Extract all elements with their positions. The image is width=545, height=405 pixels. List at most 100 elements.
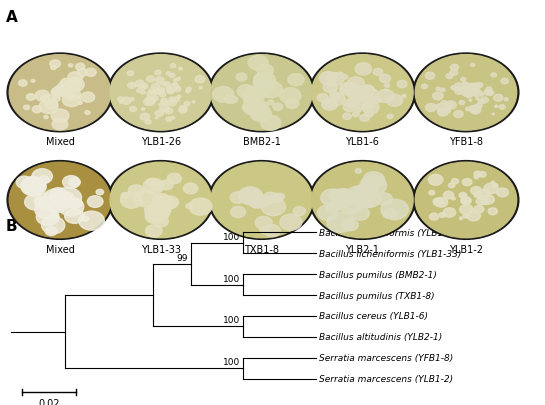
Circle shape xyxy=(440,89,445,92)
Circle shape xyxy=(148,97,155,102)
Circle shape xyxy=(437,200,443,205)
Circle shape xyxy=(465,108,471,111)
Circle shape xyxy=(9,55,111,131)
Circle shape xyxy=(23,106,29,111)
Circle shape xyxy=(261,89,269,95)
Circle shape xyxy=(41,217,65,234)
Circle shape xyxy=(256,76,265,83)
Circle shape xyxy=(237,85,255,98)
Circle shape xyxy=(167,89,174,94)
Circle shape xyxy=(329,81,335,85)
Circle shape xyxy=(69,178,80,187)
Circle shape xyxy=(63,94,81,107)
Circle shape xyxy=(135,81,144,87)
Circle shape xyxy=(155,118,158,119)
Circle shape xyxy=(160,93,166,98)
Circle shape xyxy=(310,161,415,240)
Circle shape xyxy=(346,87,363,99)
Circle shape xyxy=(476,98,479,100)
Circle shape xyxy=(51,66,56,70)
Circle shape xyxy=(108,161,214,240)
Circle shape xyxy=(146,98,150,101)
Circle shape xyxy=(358,190,381,208)
Circle shape xyxy=(44,96,56,105)
Circle shape xyxy=(452,179,458,184)
Circle shape xyxy=(179,68,183,71)
Circle shape xyxy=(260,82,282,98)
Text: Bacillus altitudinis (YLB2-1): Bacillus altitudinis (YLB2-1) xyxy=(319,333,442,341)
Text: 100: 100 xyxy=(222,315,240,324)
Circle shape xyxy=(270,194,283,203)
Circle shape xyxy=(450,70,458,76)
Circle shape xyxy=(253,79,267,89)
Circle shape xyxy=(52,96,60,102)
Circle shape xyxy=(161,82,166,86)
Circle shape xyxy=(479,172,486,177)
Circle shape xyxy=(140,84,148,90)
Circle shape xyxy=(230,192,246,204)
Text: 0.02: 0.02 xyxy=(38,398,60,405)
Circle shape xyxy=(317,94,328,102)
Circle shape xyxy=(467,211,481,221)
Circle shape xyxy=(21,177,45,195)
Circle shape xyxy=(165,109,173,115)
Circle shape xyxy=(41,96,49,102)
Circle shape xyxy=(253,88,268,99)
Circle shape xyxy=(360,86,375,96)
Circle shape xyxy=(495,106,498,108)
Circle shape xyxy=(321,190,344,207)
Circle shape xyxy=(331,93,340,100)
Circle shape xyxy=(435,200,439,204)
Circle shape xyxy=(474,176,479,179)
Circle shape xyxy=(438,110,446,115)
Circle shape xyxy=(144,205,160,216)
Circle shape xyxy=(60,79,71,87)
Circle shape xyxy=(376,193,392,206)
Circle shape xyxy=(480,98,488,104)
Circle shape xyxy=(454,111,463,118)
Circle shape xyxy=(250,107,271,122)
Circle shape xyxy=(257,65,274,77)
Circle shape xyxy=(470,89,479,96)
Circle shape xyxy=(462,91,470,97)
Circle shape xyxy=(450,65,458,71)
Circle shape xyxy=(166,110,169,112)
Circle shape xyxy=(141,91,146,95)
Circle shape xyxy=(63,176,80,189)
Circle shape xyxy=(319,72,337,85)
Circle shape xyxy=(476,199,485,205)
Circle shape xyxy=(473,85,476,87)
Circle shape xyxy=(258,75,271,85)
Circle shape xyxy=(355,169,361,174)
Circle shape xyxy=(168,100,176,107)
Circle shape xyxy=(66,90,81,100)
Circle shape xyxy=(243,93,256,102)
Circle shape xyxy=(156,89,164,95)
Circle shape xyxy=(487,91,494,96)
Circle shape xyxy=(415,55,517,131)
Circle shape xyxy=(130,98,134,101)
Circle shape xyxy=(264,225,281,237)
Circle shape xyxy=(87,196,103,208)
Circle shape xyxy=(463,87,472,94)
Circle shape xyxy=(108,54,214,132)
Circle shape xyxy=(85,69,96,77)
Circle shape xyxy=(155,71,161,76)
Circle shape xyxy=(273,104,283,111)
Circle shape xyxy=(488,208,498,215)
Circle shape xyxy=(160,181,173,190)
Circle shape xyxy=(365,111,373,118)
Text: 100: 100 xyxy=(222,232,240,241)
Circle shape xyxy=(50,61,60,68)
Circle shape xyxy=(252,109,270,122)
Circle shape xyxy=(67,80,82,91)
Circle shape xyxy=(454,84,464,91)
Text: YLB1-2: YLB1-2 xyxy=(449,244,483,254)
Circle shape xyxy=(35,202,58,219)
Text: BMB2-1: BMB2-1 xyxy=(243,137,281,147)
Circle shape xyxy=(25,195,46,211)
Circle shape xyxy=(213,87,234,103)
Circle shape xyxy=(265,75,271,80)
Circle shape xyxy=(438,109,449,117)
Circle shape xyxy=(150,93,153,94)
